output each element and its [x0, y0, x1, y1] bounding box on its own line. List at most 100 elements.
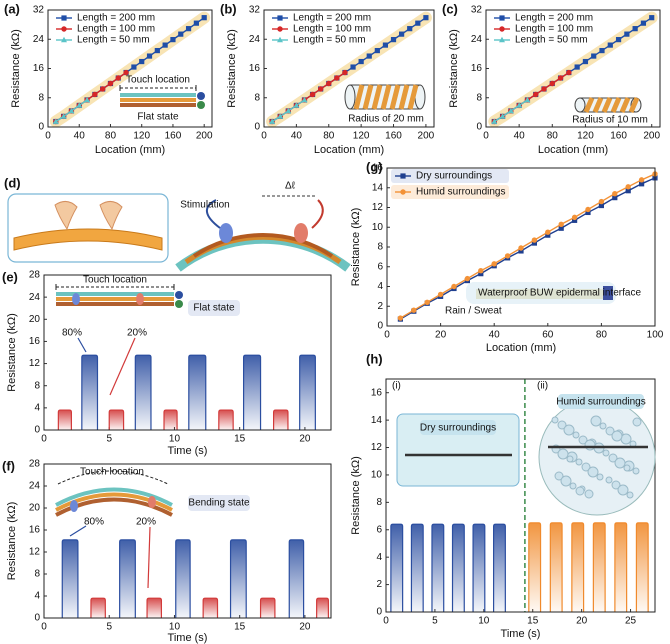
- pulse: [390, 523, 404, 612]
- pulse: [202, 597, 219, 618]
- marker: [599, 47, 605, 54]
- y-tick-label: 14: [371, 415, 383, 426]
- y-tick-label: 2: [377, 301, 383, 312]
- chart: (c) 0 40 80 120 160 200 0 8 16 24 32 Location (mm) Re…: [442, 1, 661, 156]
- chart: (h) 0 5 10 15 20 25 0 2 4 6 8 10 12 14 16 Time (s) Resist…: [350, 351, 656, 640]
- y-tick-label: 8: [376, 497, 382, 508]
- droplet: [560, 475, 572, 487]
- marker: [624, 31, 630, 37]
- spiral: [610, 97, 622, 113]
- droplet: [632, 467, 640, 475]
- marker: [518, 245, 524, 251]
- y-tick-label: 8: [38, 92, 44, 103]
- x-tick-label: 160: [165, 131, 182, 142]
- legend-bg: [391, 169, 509, 183]
- pulse: [259, 597, 276, 618]
- marker: [390, 37, 397, 43]
- pulse: [90, 597, 106, 618]
- y-tick-label: 16: [372, 163, 384, 174]
- marker: [277, 113, 284, 119]
- marker: [558, 225, 564, 231]
- droplet: [554, 471, 564, 481]
- marker: [516, 102, 523, 108]
- annotation: Flat state: [137, 112, 179, 123]
- y-tick-label: 0: [254, 122, 260, 133]
- x-tick-label: 10: [169, 434, 181, 445]
- delta-label: Δℓ: [285, 181, 296, 192]
- pulse: [61, 539, 79, 618]
- marker: [625, 184, 631, 190]
- marker: [491, 261, 497, 267]
- annotation: Waterproof BUW epidermal interface: [478, 288, 641, 299]
- marker: [61, 36, 67, 43]
- y-tick-label: 12: [29, 358, 41, 369]
- x-tick-label: 120: [353, 131, 370, 142]
- interface-cover: [466, 282, 616, 304]
- y-tick-label: 32: [33, 5, 45, 16]
- marker: [640, 20, 647, 26]
- plot-frame: [385, 378, 656, 613]
- marker: [326, 80, 332, 87]
- pulse: [288, 539, 305, 618]
- y-tick-label: 16: [33, 63, 45, 74]
- x-tick-label: 60: [542, 330, 554, 341]
- marker: [415, 20, 421, 26]
- marker: [334, 75, 340, 81]
- marker: [293, 102, 300, 108]
- droplet: [620, 433, 632, 445]
- pulse: [242, 354, 262, 430]
- spiral: [407, 84, 419, 110]
- marker: [301, 96, 308, 103]
- droplet: [617, 484, 629, 496]
- marker: [309, 91, 316, 98]
- panel-label: (b): [220, 1, 237, 16]
- electrode: [175, 300, 183, 308]
- marker: [585, 209, 591, 216]
- x-tick-label: 160: [385, 131, 402, 142]
- pulse: [410, 523, 424, 612]
- electrode: [197, 92, 205, 100]
- marker: [285, 107, 292, 114]
- x-tick-label: 0: [261, 131, 267, 142]
- y-tick-label: 32: [249, 5, 261, 16]
- marker: [598, 202, 604, 209]
- marker: [545, 232, 551, 238]
- y-tick-label: 16: [471, 63, 483, 74]
- marker: [437, 291, 444, 298]
- droplet: [614, 457, 626, 469]
- pulse: [592, 522, 606, 612]
- pulse: [549, 522, 563, 612]
- y-tick-label: 6: [377, 261, 383, 272]
- marker: [411, 307, 417, 313]
- marker: [277, 15, 283, 21]
- pulse: [134, 354, 152, 430]
- marker: [358, 58, 364, 65]
- strip-layer: [55, 492, 173, 512]
- y-tick-label: 28: [29, 459, 41, 470]
- y-tick-label: 16: [29, 336, 41, 347]
- pulse: [299, 354, 316, 430]
- annotation: (ii): [537, 381, 548, 392]
- y-tick-label: 20: [29, 503, 41, 514]
- marker: [585, 206, 591, 213]
- marker: [342, 69, 348, 76]
- marker: [154, 47, 160, 54]
- droplet: [611, 480, 621, 490]
- panel-label: (d): [4, 175, 21, 190]
- marker: [591, 53, 597, 59]
- x-tick-label: 20: [576, 616, 588, 627]
- y-tick-label: 24: [33, 34, 45, 45]
- x-axis-label: Location (mm): [486, 342, 556, 354]
- pulse: [493, 523, 506, 612]
- annotation: Touch location: [126, 75, 190, 86]
- plot-frame: [43, 463, 332, 619]
- sensor-layer: [192, 233, 334, 258]
- marker: [499, 36, 505, 43]
- marker: [201, 15, 207, 21]
- marker: [366, 53, 372, 59]
- x-tick-label: 0: [45, 131, 51, 142]
- label-box: [188, 495, 250, 511]
- marker: [397, 315, 404, 321]
- spiral: [353, 84, 365, 110]
- strip-layer: [55, 497, 173, 517]
